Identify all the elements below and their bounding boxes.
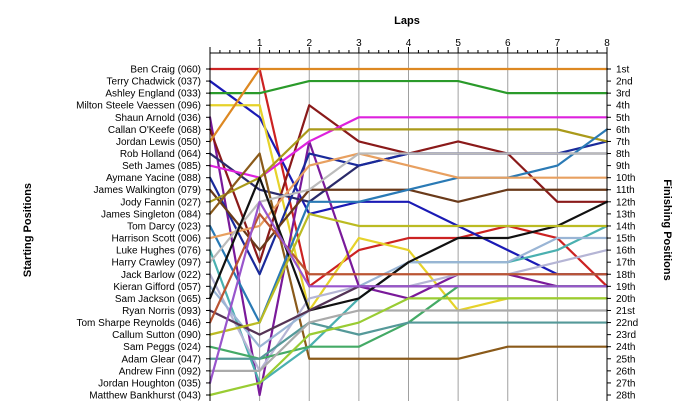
series-line-17: [208, 152, 609, 264]
finishing-position-label: 17th: [616, 258, 635, 269]
finishing-position-label: 27th: [616, 378, 635, 389]
starting-position-label: Ben Craig (060): [130, 65, 201, 76]
finishing-position-label: 2nd: [616, 77, 633, 88]
starting-position-label: Tom Sharpe Reynolds (046): [76, 318, 201, 329]
lap-tick-label: 7: [555, 38, 561, 49]
finishing-position-label: 8th: [616, 149, 630, 160]
starting-position-label: Rob Holland (064): [120, 149, 201, 160]
starting-position-label: Matthew Bankhurst (043): [89, 391, 201, 402]
finishing-position-label: 24th: [616, 342, 635, 353]
x-axis-title: Laps: [394, 15, 420, 27]
series-line-9: [208, 116, 609, 179]
finishing-position-label: 4th: [616, 101, 630, 112]
finishing-position-label: 14th: [616, 221, 635, 232]
starting-position-label: Terry Chadwick (037): [107, 77, 201, 88]
finishing-position-label: 22nd: [616, 318, 638, 329]
series-line-26: [208, 309, 609, 372]
starting-position-label: Jordan Lewis (050): [116, 137, 201, 148]
series-line-15: [208, 152, 609, 240]
series-lines: [208, 67, 609, 397]
series-line-22: [208, 212, 609, 324]
series-line-25: [208, 321, 609, 360]
axes: [206, 47, 611, 401]
lap-tick-label: 3: [356, 38, 362, 49]
starting-position-label: Harry Crawley (097): [112, 258, 201, 269]
series-line-27: [208, 200, 609, 385]
starting-position-label: Harrison Scott (006): [112, 234, 201, 245]
starting-position-label: Jack Barlow (022): [121, 270, 201, 281]
lap-tick-label: 2: [306, 38, 312, 49]
starting-position-label: Callum Sutton (090): [112, 330, 201, 341]
right-axis-title: Finishing Positions: [661, 179, 673, 280]
finishing-position-label: 12th: [616, 197, 635, 208]
starting-position-label: Sam Jackson (065): [115, 294, 201, 305]
finishing-position-label: 5th: [616, 113, 630, 124]
series-line-7: [208, 67, 609, 143]
finishing-position-label: 16th: [616, 246, 635, 257]
labels: 1 2 3 4 5 6 7 8 Ben Craig (060) 1st Terry Chadwick…: [76, 38, 638, 402]
lap-tick-label: 8: [604, 38, 610, 49]
lap-tick-label: 4: [406, 38, 412, 49]
series-line-20: [208, 176, 609, 312]
series-line-14: [208, 128, 609, 324]
series-line-12: [208, 128, 609, 203]
series-line-28: [208, 297, 609, 397]
starting-position-label: Ashley England (033): [105, 89, 201, 100]
lap-tick-label: 5: [455, 38, 461, 49]
series-line-1: [208, 67, 609, 288]
finishing-position-label: 26th: [616, 366, 635, 377]
finishing-position-label: 9th: [616, 161, 630, 172]
left-axis-title: Starting Positions: [22, 183, 34, 277]
lap-tick-label: 1: [257, 38, 263, 49]
starting-position-label: Tom Darcy (023): [127, 221, 201, 232]
series-line-3: [208, 79, 609, 95]
starting-position-label: Sam Peggs (024): [123, 342, 201, 353]
finishing-position-label: 11th: [616, 185, 635, 196]
starting-position-label: Jody Fannin (027): [120, 197, 201, 208]
finishing-position-label: 15th: [616, 234, 635, 245]
finishing-position-label: 13th: [616, 209, 635, 220]
starting-position-label: Milton Steele Vaessen (096): [76, 101, 201, 112]
finishing-position-label: 19th: [616, 282, 635, 293]
finishing-position-label: 1st: [616, 65, 630, 76]
starting-position-label: Shaun Arnold (036): [115, 113, 201, 124]
finishing-position-label: 20th: [616, 294, 635, 305]
series-line-23: [208, 212, 609, 336]
finishing-position-label: 23rd: [616, 330, 636, 341]
starting-position-label: Seth James (085): [122, 161, 201, 172]
finishing-position-label: 3rd: [616, 89, 630, 100]
finishing-position-label: 21st: [616, 306, 635, 317]
starting-position-label: Jordan Houghton (035): [98, 378, 201, 389]
starting-position-label: Luke Hughes (076): [116, 246, 201, 257]
finishing-position-label: 28th: [616, 391, 635, 402]
finishing-position-label: 6th: [616, 125, 630, 136]
finishing-position-label: 10th: [616, 173, 635, 184]
starting-position-label: James Walkington (079): [94, 185, 201, 196]
starting-position-label: Kieran Gifford (057): [113, 282, 201, 293]
starting-position-label: Andrew Finn (092): [119, 366, 201, 377]
finishing-position-label: 7th: [616, 137, 630, 148]
starting-position-label: Ryan Norris (093): [122, 306, 201, 317]
finishing-position-label: 18th: [616, 270, 635, 281]
starting-position-label: Adam Glear (047): [122, 354, 201, 365]
starting-position-label: Callan O'Keefe (068): [108, 125, 201, 136]
lap-tick-label: 6: [505, 38, 511, 49]
starting-position-label: James Singleton (084): [101, 209, 201, 220]
finishing-position-label: 25th: [616, 354, 635, 365]
starting-position-label: Aymane Yacine (088): [106, 173, 201, 184]
